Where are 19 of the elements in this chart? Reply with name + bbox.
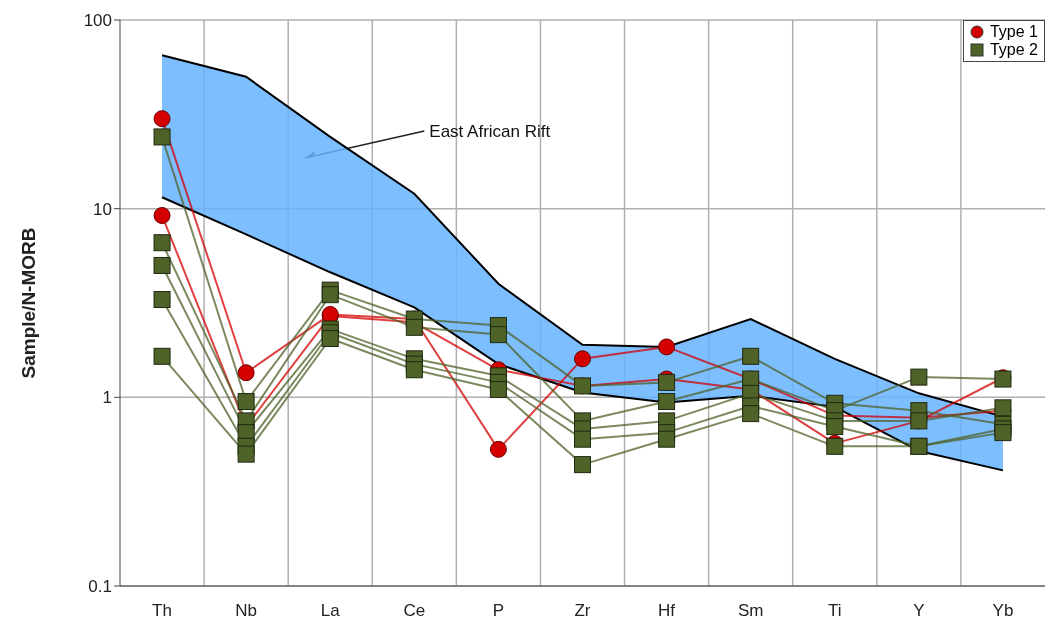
y-axis-title: Sample/N-MORB [17, 227, 39, 379]
y-tick-label: 10 [93, 199, 112, 219]
x-tick-label: La [320, 601, 341, 621]
x-tick-label: Ce [403, 601, 426, 621]
x-tick-label: Sm [737, 601, 764, 621]
y-tick-label: 100 [83, 11, 112, 31]
y-tick-label: 1 [102, 388, 112, 408]
x-tick-label: Th [152, 601, 172, 621]
legend-label: Type 2 [989, 41, 1038, 59]
x-tick-label: Hf [658, 601, 676, 621]
annotation: East African Rift [429, 122, 551, 141]
x-tick-label: P [492, 601, 505, 621]
x-tick-label: Ti [828, 601, 842, 621]
x-tick-label: Y [913, 601, 925, 621]
legend-label: Type 1 [989, 23, 1038, 41]
y-tick-label: 0.1 [88, 577, 112, 597]
x-tick-label: Zr [574, 601, 591, 621]
x-tick-label: Nb [235, 601, 257, 621]
x-tick-label: Yb [992, 601, 1014, 621]
